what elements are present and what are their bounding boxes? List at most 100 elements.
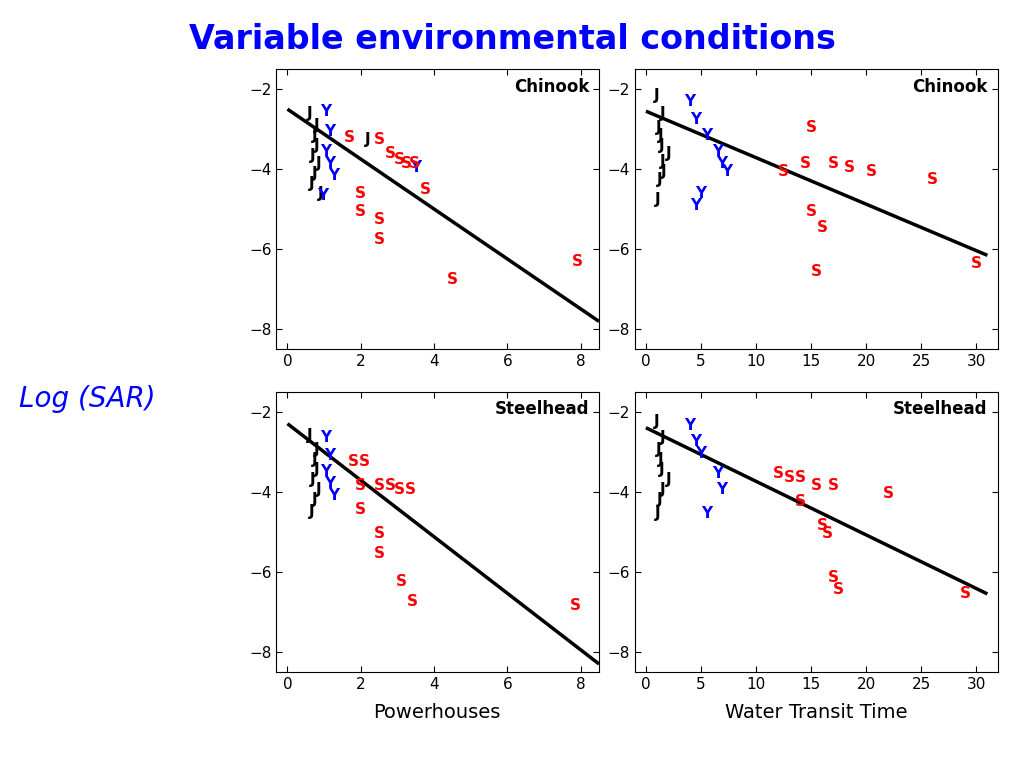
Text: J: J (656, 492, 663, 508)
Text: J: J (667, 472, 672, 487)
Text: Y: Y (324, 156, 335, 170)
Text: S: S (374, 526, 385, 541)
Text: J: J (310, 472, 316, 487)
Text: Y: Y (690, 198, 701, 213)
Text: J: J (656, 442, 662, 457)
Text: S: S (806, 120, 816, 134)
Text: S: S (355, 204, 367, 219)
Text: Y: Y (717, 156, 727, 170)
Text: S: S (834, 582, 844, 598)
Text: J: J (312, 127, 317, 143)
Text: Y: Y (717, 482, 727, 498)
Text: Y: Y (321, 465, 332, 479)
Text: J: J (314, 137, 319, 153)
Text: S: S (827, 478, 839, 493)
Text: J: J (312, 166, 317, 180)
Text: S: S (394, 482, 404, 498)
Text: Y: Y (316, 187, 328, 203)
Text: S: S (355, 478, 367, 493)
Text: S: S (374, 232, 385, 247)
Text: Chinook: Chinook (912, 78, 987, 95)
Text: S: S (772, 466, 783, 482)
Text: S: S (800, 156, 811, 170)
Text: S: S (446, 272, 458, 287)
Text: Y: Y (324, 449, 335, 463)
Text: J: J (654, 88, 659, 103)
Text: Variable environmental conditions: Variable environmental conditions (188, 23, 836, 56)
Text: S: S (355, 502, 367, 518)
Text: S: S (374, 212, 385, 227)
Text: S: S (344, 130, 355, 144)
Text: Y: Y (324, 476, 335, 492)
Text: S: S (806, 204, 816, 219)
Text: S: S (778, 164, 790, 179)
Text: Y: Y (700, 127, 712, 143)
Text: J: J (659, 430, 666, 445)
Text: S: S (817, 518, 827, 533)
Text: S: S (409, 156, 420, 170)
Text: S: S (883, 486, 894, 502)
Text: J: J (314, 118, 319, 133)
Text: Y: Y (684, 94, 695, 108)
Text: Log (SAR): Log (SAR) (18, 386, 156, 413)
Text: J: J (654, 506, 660, 521)
Text: J: J (306, 429, 312, 443)
Text: J: J (654, 192, 660, 207)
Text: J: J (308, 505, 314, 519)
Text: J: J (317, 186, 324, 200)
Text: S: S (795, 470, 806, 485)
Text: S: S (420, 182, 430, 197)
Text: Steelhead: Steelhead (893, 400, 987, 418)
Text: Y: Y (695, 446, 707, 462)
Text: S: S (971, 256, 982, 271)
Text: S: S (569, 598, 581, 614)
Text: J: J (667, 146, 672, 161)
Text: J: J (314, 462, 319, 477)
Text: Powerhouses: Powerhouses (374, 703, 501, 722)
Text: S: S (927, 172, 938, 187)
Text: S: S (359, 454, 370, 469)
Text: J: J (312, 452, 317, 467)
Text: S: S (355, 186, 367, 200)
Text: J: J (308, 176, 314, 190)
Text: Water Transit Time: Water Transit Time (725, 703, 907, 722)
Text: Y: Y (321, 144, 332, 159)
Text: S: S (817, 220, 827, 235)
Text: S: S (374, 478, 385, 493)
Text: S: S (395, 574, 407, 589)
Text: Y: Y (324, 124, 335, 139)
Text: S: S (959, 587, 971, 601)
Text: J: J (662, 164, 667, 179)
Text: Y: Y (321, 104, 332, 119)
Text: S: S (385, 146, 395, 161)
Text: S: S (811, 264, 822, 279)
Text: S: S (394, 152, 404, 167)
Text: J: J (654, 414, 659, 429)
Text: S: S (844, 160, 855, 175)
Text: Y: Y (712, 466, 723, 482)
Text: Y: Y (721, 164, 732, 179)
Text: Y: Y (690, 434, 701, 449)
Text: Y: Y (690, 111, 701, 127)
Text: J: J (660, 482, 666, 498)
Text: S: S (822, 526, 834, 541)
Text: J: J (314, 442, 319, 457)
Text: Y: Y (684, 419, 695, 433)
Text: J: J (659, 106, 666, 121)
Text: S: S (783, 470, 795, 485)
Text: S: S (407, 594, 418, 610)
Text: J: J (656, 172, 663, 187)
Text: S: S (811, 478, 822, 493)
Text: Y: Y (328, 488, 339, 503)
Text: S: S (571, 254, 583, 269)
Text: J: J (659, 462, 665, 477)
Text: S: S (827, 156, 839, 170)
Text: J: J (315, 156, 322, 170)
Text: S: S (866, 164, 878, 179)
Text: J: J (310, 147, 316, 163)
Text: Y: Y (321, 430, 332, 445)
Text: J: J (366, 131, 371, 147)
Text: J: J (306, 106, 312, 121)
Text: Y: Y (700, 506, 712, 521)
Text: J: J (658, 452, 664, 467)
